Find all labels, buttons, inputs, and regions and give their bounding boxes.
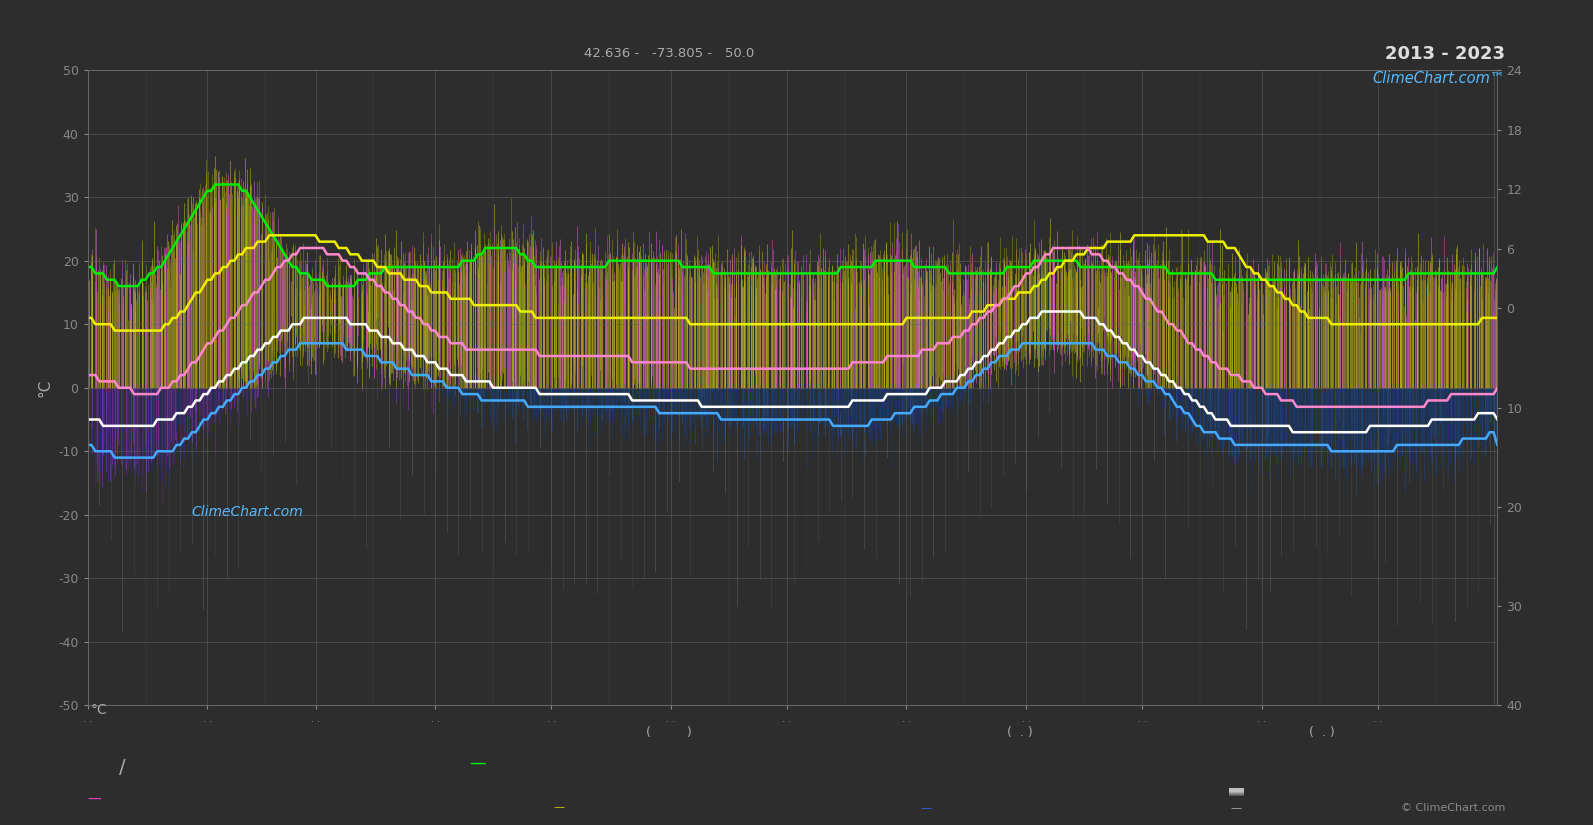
Text: (  . ): ( . ) (1007, 726, 1032, 739)
Text: 2013 - 2023: 2013 - 2023 (1386, 45, 1505, 63)
Text: (  . ): ( . ) (1309, 726, 1335, 739)
Bar (1228, 790, 1244, 794)
Text: —: — (921, 804, 930, 813)
Text: —: — (470, 754, 486, 772)
Text: ClimeChart.com: ClimeChart.com (191, 505, 303, 518)
Bar (1228, 791, 1244, 795)
Bar (1228, 788, 1244, 792)
Text: ClimeChart.com™: ClimeChart.com™ (1373, 71, 1505, 86)
Bar (1228, 790, 1244, 794)
Text: (         ): ( ) (647, 726, 691, 739)
Text: °C: °C (91, 704, 108, 718)
Y-axis label: °C: °C (38, 379, 53, 397)
Text: —: — (88, 794, 102, 807)
Text: —: — (1231, 804, 1241, 813)
Bar (1228, 789, 1244, 794)
Bar (1228, 788, 1244, 793)
Text: 42.636 -   -73.805 -   50.0: 42.636 - -73.805 - 50.0 (585, 47, 753, 60)
Bar (1228, 789, 1244, 793)
Text: —: — (554, 802, 564, 812)
Bar (1228, 790, 1244, 794)
Text: /: / (119, 757, 126, 777)
Bar (1228, 790, 1244, 795)
Text: © ClimeChart.com: © ClimeChart.com (1400, 803, 1505, 813)
Bar (1228, 792, 1244, 796)
